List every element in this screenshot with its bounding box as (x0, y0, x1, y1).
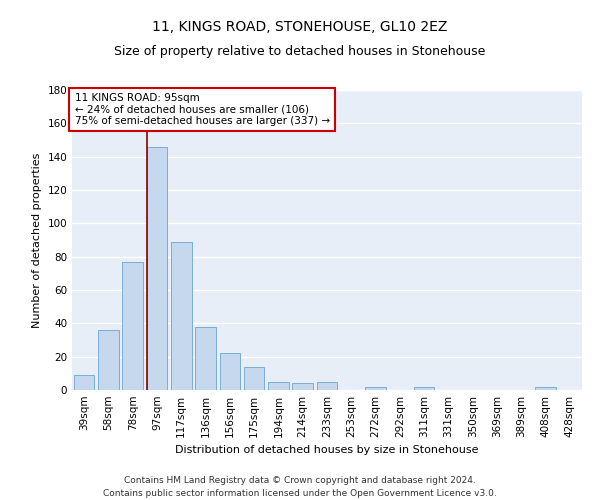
Bar (98, 330, 119, 390)
Bar (535, 386, 556, 390)
Bar (171, 242, 191, 390)
Bar (317, 382, 337, 390)
Bar (195, 326, 216, 390)
Bar (365, 386, 386, 390)
Text: Contains HM Land Registry data © Crown copyright and database right 2024.
Contai: Contains HM Land Registry data © Crown c… (103, 476, 497, 498)
Bar (268, 382, 289, 390)
Bar (146, 146, 167, 390)
Bar (292, 384, 313, 390)
X-axis label: Distribution of detached houses by size in Stonehouse: Distribution of detached houses by size … (175, 446, 479, 456)
Text: 11 KINGS ROAD: 95sqm
← 24% of detached houses are smaller (106)
75% of semi-deta: 11 KINGS ROAD: 95sqm ← 24% of detached h… (74, 93, 329, 126)
Bar (122, 262, 143, 390)
Text: Size of property relative to detached houses in Stonehouse: Size of property relative to detached ho… (115, 45, 485, 58)
Text: 11, KINGS ROAD, STONEHOUSE, GL10 2EZ: 11, KINGS ROAD, STONEHOUSE, GL10 2EZ (152, 20, 448, 34)
Bar (414, 386, 434, 390)
Y-axis label: Number of detached properties: Number of detached properties (32, 152, 42, 328)
Bar (220, 354, 240, 390)
Bar (244, 366, 265, 390)
Bar (74, 375, 94, 390)
